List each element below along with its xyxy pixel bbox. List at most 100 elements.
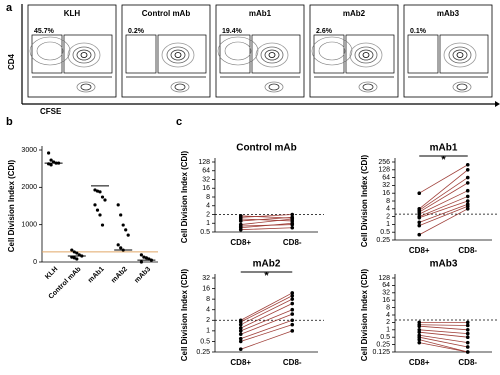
dot <box>144 256 148 260</box>
dot <box>417 324 422 329</box>
y-tick-label: 2 <box>206 317 210 324</box>
pair-line <box>419 342 468 353</box>
dot <box>49 163 53 167</box>
y-tick-label: 1 <box>386 221 390 228</box>
contour <box>76 81 96 93</box>
panel-label: a <box>6 2 13 14</box>
dot <box>465 188 470 193</box>
contour <box>36 41 64 61</box>
dot <box>290 293 295 298</box>
dot <box>290 312 295 316</box>
dot <box>238 339 243 344</box>
y-tick-label: 2 <box>386 319 390 326</box>
dot <box>238 322 243 327</box>
dot <box>126 233 130 237</box>
pair-line <box>419 331 468 338</box>
chart-title: Control mAb <box>236 143 297 154</box>
y-axis-label: Cell Division Index (CDI) <box>360 268 369 361</box>
dot <box>119 213 123 217</box>
x-tick-label: CD8+ <box>230 238 251 247</box>
dot <box>70 248 74 252</box>
annotation: * <box>441 154 446 166</box>
flow-panel <box>121 4 211 98</box>
dot <box>417 215 422 220</box>
pair-line <box>240 222 293 229</box>
dot <box>465 194 470 199</box>
y-axis-label: Cell Division Index (CDI) <box>180 268 189 361</box>
flow-panel <box>215 4 305 98</box>
x-tick-label: CD8+ <box>230 358 251 367</box>
dot <box>290 329 295 333</box>
dot <box>72 256 76 260</box>
contour <box>170 49 186 61</box>
dot <box>465 207 470 211</box>
y-tick-label: 1000 <box>21 222 37 229</box>
contour <box>354 46 378 64</box>
pair-line <box>419 208 468 236</box>
flow-panel <box>309 4 399 98</box>
y-tick-label: 64 <box>202 168 210 175</box>
dot <box>290 217 295 221</box>
dot <box>465 350 470 354</box>
dot <box>100 195 105 199</box>
contour <box>318 41 346 61</box>
dot <box>465 331 470 336</box>
pair-line <box>418 169 469 210</box>
contour <box>362 52 370 58</box>
dot <box>465 162 470 167</box>
x-tick-label: KLH <box>44 266 59 281</box>
y-axis-label: Cell Division Index (CDI) <box>7 159 16 252</box>
pair-line <box>419 177 468 211</box>
chart-title: mAb1 <box>430 143 458 154</box>
contour <box>76 49 92 61</box>
dot <box>119 246 123 250</box>
contour <box>260 46 284 64</box>
contour <box>80 52 88 58</box>
dot <box>290 221 295 226</box>
y-tick-label: 4 <box>386 312 390 319</box>
dot <box>290 318 295 323</box>
x-tick-label: CD8- <box>458 246 477 255</box>
y-tick-label: 0.25 <box>376 237 390 244</box>
x-tick-label: mAb3 <box>133 266 152 285</box>
dot <box>49 158 53 162</box>
contour <box>170 81 190 93</box>
dot <box>465 345 470 349</box>
dot <box>465 328 470 332</box>
panel-label: c <box>176 116 182 128</box>
dot <box>417 337 422 342</box>
x-tick-label: CD8- <box>458 358 477 367</box>
x-tick-label: CD8+ <box>409 246 430 255</box>
x-tick-label: CD8- <box>283 358 302 367</box>
gate-label: 19.4% <box>222 28 243 35</box>
contour <box>29 36 71 66</box>
contour <box>161 42 195 68</box>
y-tick-label: 32 <box>202 176 210 183</box>
y-tick-label: 8 <box>386 304 390 311</box>
pair-line <box>419 190 468 215</box>
y-tick-label: 2 <box>386 213 390 220</box>
dot <box>95 189 100 193</box>
y-tick-label: 32 <box>202 275 210 282</box>
contour <box>174 52 182 58</box>
contour <box>448 46 472 64</box>
y-tick-label: 16 <box>202 285 210 292</box>
pair-line <box>240 319 293 340</box>
dot <box>95 208 100 212</box>
dot <box>417 223 422 228</box>
y-tick-label: 16 <box>202 185 210 192</box>
pair-line <box>419 334 468 344</box>
y-tick-label: 4 <box>386 206 390 213</box>
dot <box>47 151 51 155</box>
contour <box>72 46 96 64</box>
dot <box>465 168 470 172</box>
contour <box>255 42 289 68</box>
dot <box>290 322 295 327</box>
y-tick-label: 4 <box>206 307 210 314</box>
y-tick-label: 1 <box>386 327 390 334</box>
gate-label: 2.6% <box>316 28 333 35</box>
y-tick-label: 32 <box>382 290 390 297</box>
flow-title: mAb1 <box>249 9 272 18</box>
y-tick-label: 8 <box>206 296 210 303</box>
